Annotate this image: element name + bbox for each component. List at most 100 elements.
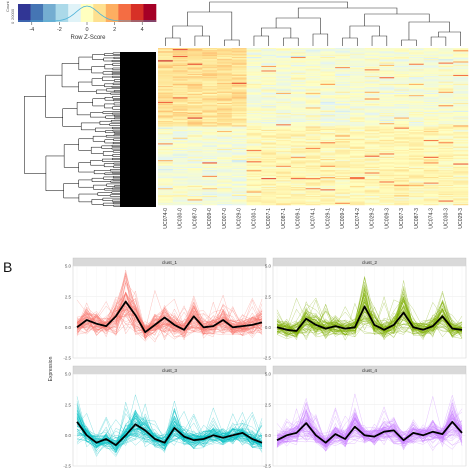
heatmap-cell [217, 129, 233, 132]
heatmap-cell [423, 79, 439, 81]
row-dendrogram-branch [91, 199, 104, 205]
heatmap-cell [335, 179, 351, 181]
heatmap-cell [320, 120, 336, 123]
heatmap-cell [231, 182, 247, 184]
heatmap-cell [246, 89, 262, 91]
heatmap-cell [246, 181, 262, 183]
heatmap-cell [438, 192, 454, 195]
heatmap-cell [202, 110, 218, 113]
heatmap-cell [231, 70, 247, 72]
heatmap-cell [305, 178, 321, 180]
heatmap-cell [379, 184, 395, 187]
heatmap-cell [172, 70, 188, 72]
heatmap-cell [261, 192, 277, 195]
heatmap-cell [290, 124, 306, 126]
heatmap-cell [172, 180, 188, 182]
heatmap-cell [394, 71, 410, 73]
heatmap-cell [158, 55, 174, 58]
heatmap-cell [349, 85, 365, 87]
heatmap-cell [202, 52, 218, 54]
heatmap-cell [246, 142, 262, 144]
heatmap-cell [305, 51, 321, 53]
heatmap-cell [290, 98, 306, 100]
heatmap-cell [438, 48, 454, 50]
heatmap-cell [320, 194, 336, 197]
heatmap-cell [453, 152, 469, 154]
heatmap-cell [276, 83, 292, 86]
heatmap-cell [276, 78, 292, 80]
heatmap-cell [305, 148, 321, 151]
heatmap-cell [364, 76, 380, 78]
heatmap-cell [438, 62, 454, 64]
heatmap-cell [158, 203, 174, 206]
heatmap-cell [423, 101, 439, 104]
heatmap-cell [423, 114, 439, 116]
heatmap-cell [423, 187, 439, 189]
heatmap-cell [305, 147, 321, 150]
heatmap-cell [438, 77, 454, 79]
heatmap-cell [231, 188, 247, 190]
heatmap-cell [379, 160, 395, 162]
heatmap-cell [394, 124, 410, 126]
heatmap-cell [246, 87, 262, 89]
heatmap-cell [364, 58, 380, 60]
heatmap-cell [349, 203, 365, 206]
heatmap-cell [423, 93, 439, 96]
heatmap-cell [217, 167, 233, 170]
heatmap-cell [335, 194, 351, 197]
heatmap-cell [231, 69, 247, 71]
heatmap-cell [335, 95, 351, 97]
heatmap-cell [290, 190, 306, 192]
heatmap-cell [453, 163, 469, 165]
heatmap-cell [187, 125, 203, 127]
heatmap-cell [305, 154, 321, 156]
column-dendrogram [165, 1, 461, 46]
heatmap-cell [231, 191, 247, 193]
heatmap-cell [438, 169, 454, 171]
heatmap-cell [379, 169, 395, 171]
heatmap-cell [290, 92, 306, 95]
heatmap-cell [364, 99, 380, 101]
heatmap-cell [261, 80, 277, 82]
heatmap-cell [453, 132, 469, 134]
heatmap-cell [187, 136, 203, 138]
heatmap-cell [305, 144, 321, 146]
heatmap-cell [305, 120, 321, 123]
heatmap-cell [379, 172, 395, 174]
heatmap-cell [217, 145, 233, 147]
heatmap-cell [335, 170, 351, 172]
heatmap-cell [349, 110, 365, 113]
heatmap-cell [246, 107, 262, 109]
heatmap-cell [349, 148, 365, 151]
heatmap-cell [335, 89, 351, 91]
heatmap-cell [394, 173, 410, 175]
heatmap-cell [231, 65, 247, 68]
heatmap-cell [217, 141, 233, 143]
color-key-count-tick-high: 20000 [10, 8, 15, 20]
heatmap-cell [335, 70, 351, 72]
heatmap-cell [217, 184, 233, 187]
heatmap-cell [335, 159, 351, 161]
heatmap-cell [305, 76, 321, 78]
heatmap-cell [172, 54, 188, 57]
heatmap-cell [320, 67, 336, 69]
heatmap-cell [364, 62, 380, 64]
heatmap-cell [172, 173, 188, 175]
heatmap-cell [453, 101, 469, 104]
heatmap-cell [320, 122, 336, 124]
heatmap-cell [423, 197, 439, 199]
heatmap-cell [158, 99, 174, 101]
heatmap-cell [408, 130, 424, 133]
heatmap-cell [364, 49, 380, 51]
heatmap-cell [290, 72, 306, 75]
heatmap-cell [349, 137, 365, 140]
heatmap-cell [172, 153, 188, 155]
heatmap-cell [408, 154, 424, 156]
heatmap-cell [335, 61, 351, 63]
heatmap-cell [320, 101, 336, 104]
heatmap-cell [349, 151, 365, 153]
heatmap-cell [187, 85, 203, 87]
heatmap-cell [231, 144, 247, 146]
heatmap-cell [290, 162, 306, 164]
